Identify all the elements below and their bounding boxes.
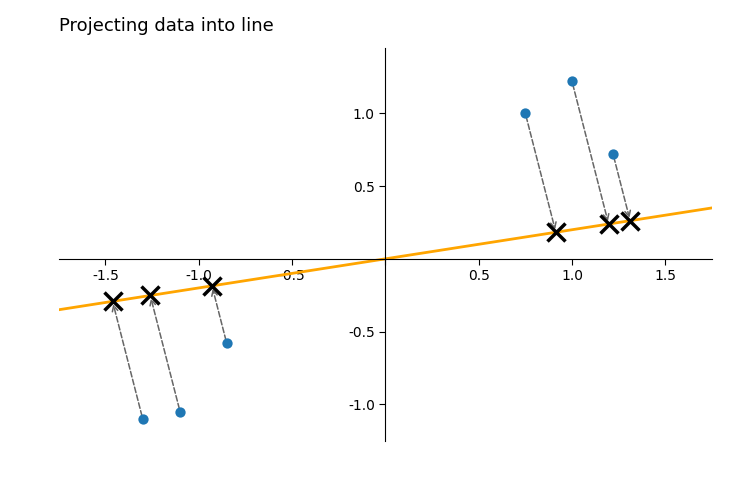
Point [520, 110, 531, 117]
Point [137, 415, 148, 422]
Point [174, 408, 186, 415]
Text: Projecting data into line: Projecting data into line [59, 17, 274, 35]
Point [566, 78, 578, 85]
Point [221, 340, 233, 347]
Point [607, 150, 619, 158]
